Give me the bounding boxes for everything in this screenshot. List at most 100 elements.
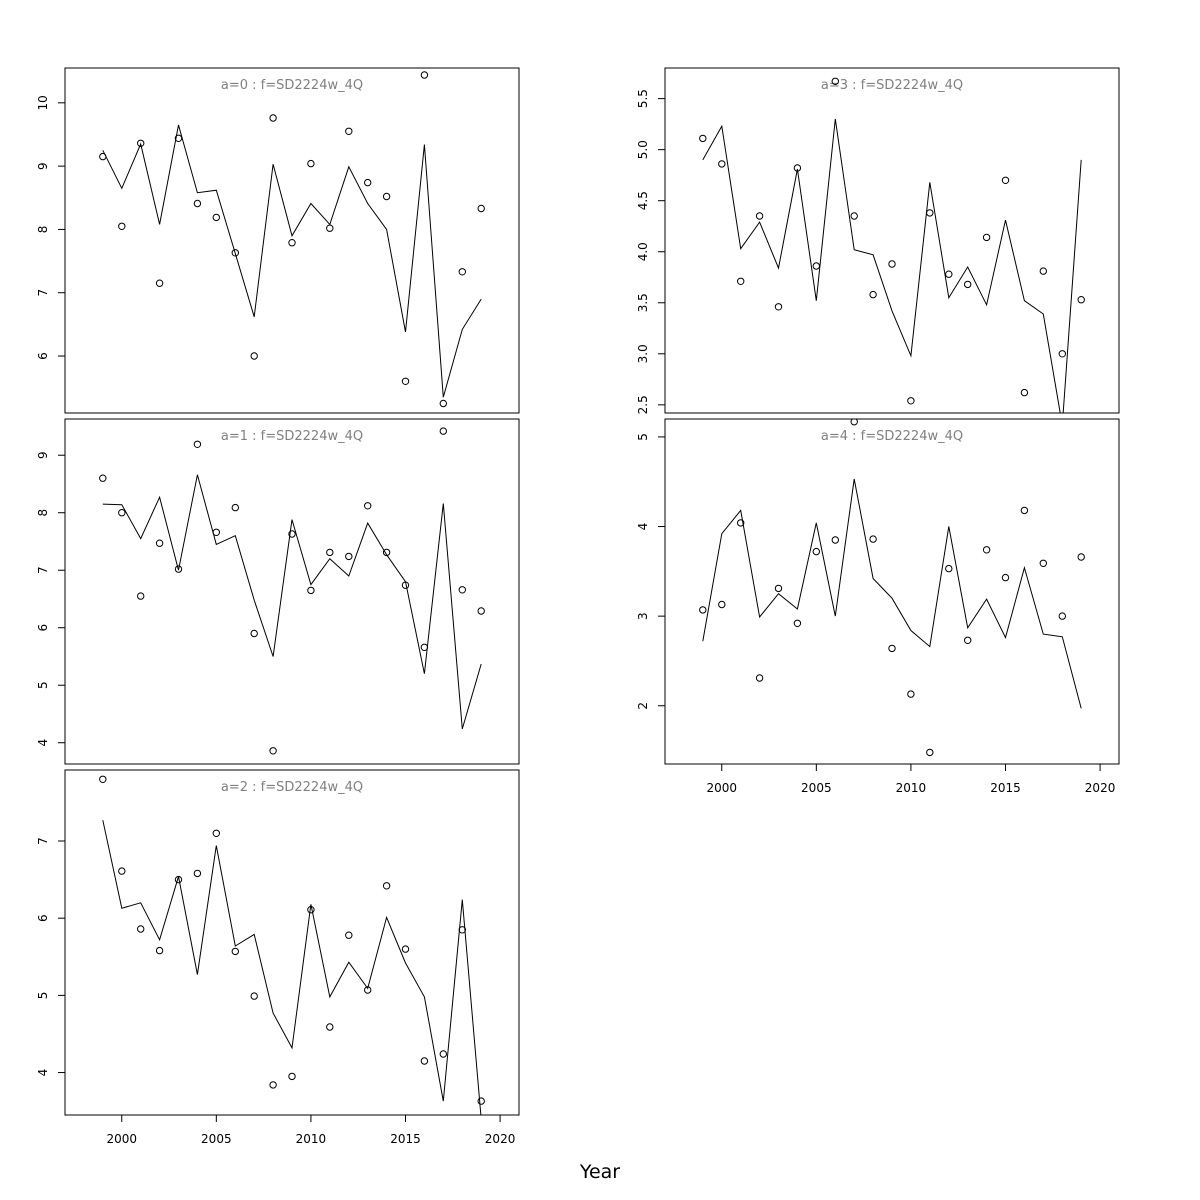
- observed-point: [345, 931, 353, 939]
- observed-point: [288, 239, 296, 247]
- observed-point: [174, 134, 183, 143]
- observed-point: [401, 581, 410, 589]
- observed-point: [755, 212, 764, 220]
- observed-point: [831, 536, 839, 544]
- observed-point: [774, 584, 783, 593]
- observed-point: [699, 606, 707, 614]
- panel-frame: [664, 67, 1120, 414]
- y-tick-label: 8: [36, 226, 50, 234]
- observed-point: [250, 992, 258, 1000]
- panel-title: a=4 : f=SD2224w_4Q: [821, 429, 963, 444]
- x-tick-label: 2005: [201, 1132, 232, 1146]
- observed-point: [250, 629, 258, 638]
- y-tick-label: 4: [636, 523, 650, 531]
- observed-point: [1058, 612, 1067, 620]
- panel-frame: [664, 418, 1120, 765]
- observed-point: [420, 71, 429, 79]
- y-tick-label: 2.5: [636, 395, 650, 414]
- y-tick-label: 6: [36, 914, 50, 922]
- panel-title: a=3 : f=SD2224w_4Q: [821, 78, 963, 93]
- observed-point: [1077, 553, 1085, 561]
- y-tick-label: 5: [36, 681, 50, 689]
- observed-point: [99, 775, 107, 783]
- y-tick-label: 4.0: [636, 242, 650, 261]
- y-tick-label: 8: [36, 509, 50, 517]
- observed-point: [1039, 559, 1048, 567]
- observed-point: [174, 565, 183, 573]
- y-tick-label: 4.5: [636, 191, 650, 210]
- observed-point: [307, 906, 315, 914]
- observed-point: [888, 260, 896, 268]
- observed-point: [458, 926, 466, 934]
- observed-point: [477, 607, 485, 615]
- y-tick-label: 4: [36, 739, 50, 747]
- observed-point: [888, 644, 896, 653]
- observed-point: [193, 440, 202, 448]
- observed-point: [1020, 388, 1029, 397]
- y-tick-label: 5: [36, 992, 50, 1000]
- observed-point: [401, 945, 410, 953]
- observed-point: [401, 377, 410, 385]
- observed-point: [269, 1081, 277, 1089]
- observed-point: [439, 1050, 447, 1058]
- observed-point: [345, 552, 353, 561]
- observed-point: [137, 592, 145, 600]
- observed-point: [718, 160, 726, 168]
- y-tick-label: 3.5: [636, 293, 650, 312]
- y-tick-label: 3.0: [636, 344, 650, 363]
- observed-point: [118, 867, 126, 875]
- observed-point: [439, 399, 447, 408]
- panel-title: a=1 : f=SD2224w_4Q: [221, 429, 363, 444]
- observed-point: [982, 233, 991, 242]
- observed-point: [269, 114, 277, 122]
- observed-point: [477, 1097, 485, 1105]
- fitted-series-line: [102, 820, 482, 1115]
- observed-point: [137, 139, 145, 148]
- y-tick-label: 6: [36, 352, 50, 360]
- x-tick-label: 2010: [896, 781, 927, 795]
- observed-point: [155, 539, 164, 547]
- x-tick-label: 2015: [990, 781, 1021, 795]
- observed-point: [288, 1072, 296, 1081]
- y-tick-label: 10: [36, 95, 50, 110]
- y-tick-label: 7: [36, 289, 50, 297]
- y-tick-label: 3: [636, 612, 650, 620]
- observed-point: [869, 290, 877, 299]
- observed-point: [737, 277, 745, 285]
- observed-point: [231, 947, 240, 956]
- observed-point: [269, 747, 277, 755]
- observed-point: [964, 636, 972, 644]
- observed-point: [382, 192, 391, 201]
- y-tick-label: 9: [36, 162, 50, 170]
- observed-point: [250, 352, 258, 360]
- panel-2: a=2 : f=SD2224w_4Q 4 5 6 7 2000 2005 2010 2015 20…: [36, 769, 520, 1146]
- observed-point: [907, 397, 915, 405]
- observed-point: [477, 204, 485, 213]
- observed-point: [364, 986, 372, 994]
- observed-point: [364, 178, 372, 187]
- x-tick-label: 2000: [706, 781, 737, 795]
- y-tick-label: 7: [36, 837, 50, 845]
- observed-point: [926, 748, 934, 757]
- observed-point: [326, 224, 334, 232]
- x-tick-label: 2015: [390, 1132, 421, 1146]
- fitted-series-line: [702, 118, 1082, 413]
- x-tick-label: 2005: [801, 781, 832, 795]
- observed-point: [718, 600, 726, 609]
- panel-title: a=2 : f=SD2224w_4Q: [221, 780, 363, 795]
- observed-point: [326, 548, 334, 557]
- observed-point: [212, 528, 221, 536]
- observed-point: [231, 249, 240, 257]
- panel-frame: [64, 769, 520, 1116]
- panel-0: a=0 : f=SD2224w_4Q 6 7 8 9 10: [36, 67, 520, 414]
- fitted-series-line: [702, 478, 1082, 709]
- observed-point: [382, 548, 391, 557]
- observed-point: [231, 503, 240, 512]
- y-tick-label: 5.0: [636, 140, 650, 159]
- observed-point: [137, 925, 145, 933]
- x-axis-label: Year: [579, 1161, 620, 1183]
- panel-frame: [64, 418, 520, 765]
- x-tick-label: 2020: [485, 1132, 516, 1146]
- observed-point: [926, 209, 934, 217]
